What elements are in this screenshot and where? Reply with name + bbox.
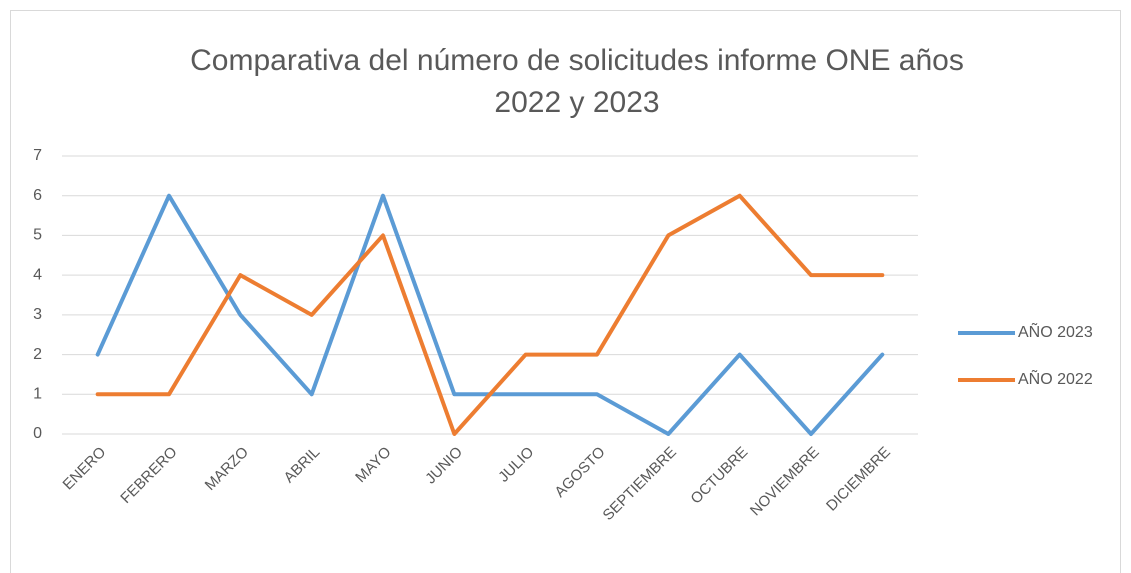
x-tick-label: JULIO bbox=[495, 444, 537, 486]
x-tick-label: DICIEMBRE bbox=[823, 444, 894, 515]
y-tick-label: 4 bbox=[33, 266, 42, 283]
y-tick-label: 1 bbox=[33, 386, 42, 403]
y-tick-label: 7 bbox=[33, 147, 42, 164]
x-tick-label: JUNIO bbox=[422, 444, 466, 488]
y-tick-label: 2 bbox=[33, 346, 42, 363]
x-tick-label: ENERO bbox=[60, 444, 110, 494]
chart-title: Comparativa del número de solicitudes in… bbox=[190, 44, 964, 119]
legend-label: AÑO 2022 bbox=[1018, 368, 1093, 388]
x-tick-label: ABRIL bbox=[281, 444, 324, 487]
y-tick-label: 5 bbox=[33, 227, 42, 244]
y-tick-label: 0 bbox=[33, 425, 42, 442]
y-tick-label: 6 bbox=[33, 187, 42, 204]
data-line bbox=[95, 193, 885, 436]
x-tick-label: MARZO bbox=[202, 444, 252, 494]
x-tick-label: FEBRERO bbox=[117, 444, 180, 507]
chart-border bbox=[10, 10, 1121, 573]
x-tick-label: SEPTIEMBRE bbox=[600, 444, 680, 524]
x-tick-label: OCTUBRE bbox=[687, 444, 751, 508]
x-tick-label: MAYO bbox=[352, 444, 394, 486]
legend-label: AÑO 2023 bbox=[1018, 321, 1093, 341]
x-tick-label: AGOSTO bbox=[551, 444, 608, 501]
x-tick-label: NOVIEMBRE bbox=[747, 444, 823, 520]
y-tick-label: 3 bbox=[33, 306, 42, 323]
